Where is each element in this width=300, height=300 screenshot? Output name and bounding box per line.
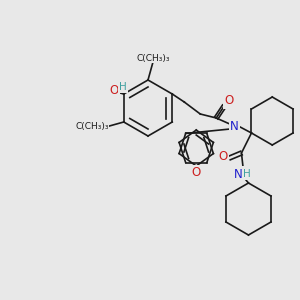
Text: N: N: [234, 167, 243, 181]
Text: C(CH₃)₃: C(CH₃)₃: [75, 122, 109, 131]
Text: O: O: [219, 151, 228, 164]
Text: O: O: [109, 85, 119, 98]
Text: H: H: [119, 82, 127, 92]
Text: O: O: [225, 94, 234, 107]
Text: O: O: [192, 167, 201, 179]
Text: C(CH₃)₃: C(CH₃)₃: [136, 53, 170, 62]
Text: N: N: [230, 119, 239, 133]
Text: H: H: [243, 169, 250, 179]
